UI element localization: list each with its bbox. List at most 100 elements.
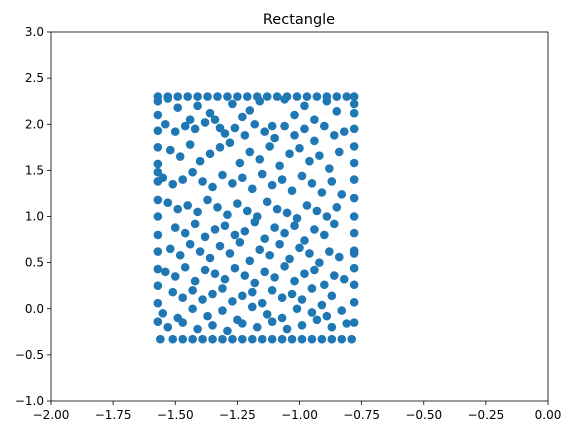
y-tick-label: 3.0 — [25, 25, 44, 39]
scatter-point — [180, 121, 190, 131]
scatter-point — [163, 94, 173, 103]
y-tick-label: 0.0 — [25, 302, 44, 316]
scatter-point — [185, 115, 195, 124]
scatter-point — [243, 206, 252, 216]
scatter-point — [310, 136, 319, 146]
scatter-point — [270, 133, 279, 143]
scatter-point — [168, 287, 178, 297]
scatter-point — [287, 186, 297, 195]
scatter-point — [250, 278, 260, 288]
scatter-point — [307, 308, 317, 317]
scatter-point — [215, 123, 225, 133]
scatter-point — [250, 119, 260, 129]
x-tick-label: −1.25 — [219, 408, 256, 422]
scatter-point — [280, 262, 289, 271]
scatter-point — [307, 284, 317, 293]
scatter-point — [225, 138, 235, 147]
scatter-point — [312, 206, 322, 216]
scatter-point — [238, 319, 247, 328]
scatter-point — [277, 334, 287, 344]
scatter-point — [228, 178, 237, 188]
scatter-point — [208, 289, 217, 299]
scatter-point — [290, 276, 299, 286]
scatter-point — [267, 121, 277, 131]
scatter-point — [225, 249, 235, 258]
scatter-point — [257, 334, 267, 344]
scatter-point — [173, 204, 183, 214]
scatter-point — [312, 92, 322, 101]
scatter-point — [292, 92, 302, 101]
scatter-point — [205, 149, 215, 159]
scatter-point — [247, 302, 257, 312]
scatter-point — [230, 230, 240, 240]
scatter-point — [173, 92, 183, 101]
scatter-point — [315, 151, 324, 160]
scatter-point — [230, 123, 240, 133]
scatter-point — [285, 254, 294, 264]
scatter-point — [218, 284, 227, 293]
scatter-point — [332, 92, 342, 101]
scatter-point — [317, 300, 327, 310]
scatter-point — [175, 152, 185, 161]
scatter-point — [252, 322, 262, 332]
scatter-point — [233, 199, 242, 208]
scatter-point — [218, 306, 227, 315]
scatter-point — [185, 239, 195, 249]
scatter-point — [240, 226, 250, 236]
y-tick-label: 1.0 — [25, 210, 44, 224]
scatter-point — [327, 322, 337, 332]
scatter-point — [203, 311, 212, 321]
scatter-point — [315, 258, 324, 267]
scatter-point — [280, 95, 289, 104]
scatter-point — [238, 334, 247, 344]
scatter-point — [320, 280, 329, 290]
scatter-point — [247, 287, 257, 297]
scatter-point — [317, 188, 327, 197]
scatter-point — [158, 173, 168, 183]
scatter-point — [193, 92, 202, 101]
scatter-point — [213, 202, 222, 212]
scatter-point — [277, 293, 287, 302]
scatter-point — [153, 110, 163, 120]
scatter-point — [267, 317, 277, 326]
x-tick-label: −0.25 — [467, 408, 504, 422]
scatter-point — [195, 156, 205, 166]
x-tick-label: −0.75 — [343, 408, 380, 422]
scatter-point — [243, 92, 252, 101]
scatter-point — [250, 217, 260, 227]
scatter-point — [198, 334, 207, 344]
scatter-point — [240, 131, 250, 140]
scatter-point — [297, 334, 307, 344]
scatter-point — [193, 324, 202, 334]
scatter-point — [292, 304, 302, 314]
scatter-point — [329, 219, 339, 229]
scatter-point — [297, 321, 307, 330]
scatter-point — [255, 155, 265, 164]
scatter-point — [215, 143, 225, 152]
scatter-point — [245, 147, 255, 157]
scatter-point — [265, 250, 274, 260]
scatter-point — [153, 298, 163, 308]
scatter-point — [275, 239, 284, 249]
scatter-point — [180, 262, 190, 272]
scatter-point — [260, 234, 270, 243]
scatter-point — [238, 112, 247, 122]
scatter-point — [180, 228, 190, 238]
scatter-point — [233, 92, 242, 101]
scatter-point — [190, 124, 200, 134]
scatter-point — [262, 92, 272, 101]
scatter-point — [223, 210, 232, 219]
scatter-point — [210, 115, 220, 124]
scatter-point — [329, 131, 339, 140]
scatter-point — [255, 245, 265, 255]
y-tick-label: −0.5 — [15, 348, 44, 362]
scatter-point — [297, 295, 307, 304]
scatter-point — [292, 214, 302, 223]
scatter-point — [188, 167, 197, 177]
scatter-point — [203, 195, 212, 205]
scatter-point — [245, 106, 255, 115]
scatter-point — [165, 244, 175, 254]
scatter-point — [223, 326, 232, 336]
scatter-point — [153, 247, 163, 256]
scatter-point — [300, 124, 309, 134]
